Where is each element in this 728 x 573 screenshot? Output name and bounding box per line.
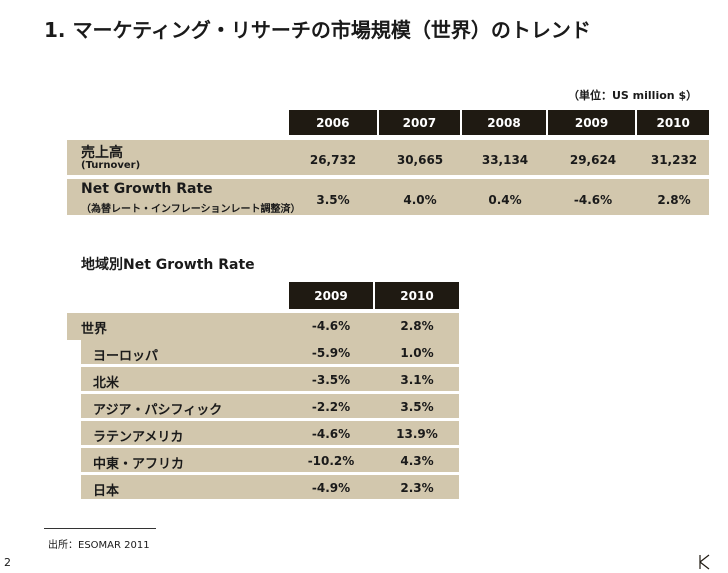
- growth-row: [67, 179, 709, 215]
- region-label-europe: ヨーロッパ: [93, 349, 159, 364]
- turnover-2008: 33,134: [481, 153, 529, 167]
- world-2009: -4.6%: [311, 319, 351, 333]
- region-label-asia-pacific: アジア・パシフィック: [93, 403, 223, 418]
- turnover-2007: 30,665: [396, 153, 444, 167]
- region-row-middle-east-africa: [81, 448, 459, 472]
- page-number: 2: [4, 556, 11, 569]
- growth-2010: 2.8%: [657, 193, 691, 207]
- region-label-world: 世界: [81, 322, 108, 337]
- growth-sub-label: （為替レート・インフレーションレート調整済）: [81, 204, 301, 215]
- region-row-north-america: [81, 367, 459, 391]
- year-header-2010: 2010: [637, 110, 710, 135]
- year-header-2007: 2007: [378, 110, 461, 135]
- growth-2006: 3.5%: [316, 193, 350, 207]
- region-label-middle-east-africa: 中東・アフリカ: [93, 457, 185, 472]
- turnover-2010: 31,232: [650, 153, 698, 167]
- asia-pacific-2010: 3.5%: [400, 400, 434, 414]
- region-row-latin-america: [81, 421, 459, 445]
- region-label-latin-america: ラテンアメリカ: [93, 430, 184, 445]
- middle-east-africa-2009: -10.2%: [307, 454, 355, 468]
- japan-2009: -4.9%: [311, 481, 351, 495]
- region-label-japan: 日本: [93, 484, 120, 499]
- regional-header-2009: 2009: [289, 282, 373, 309]
- slide-title: 1. マーケティング・リサーチの市場規模（世界）のトレンド: [44, 18, 591, 42]
- source-divider: [44, 528, 156, 529]
- year-header-2009: 2009: [547, 110, 636, 135]
- region-row-asia-pacific: [81, 394, 459, 418]
- growth-label: Net Growth Rate: [81, 181, 213, 197]
- latin-america-2009: -4.6%: [311, 427, 351, 441]
- turnover-row: [67, 140, 709, 175]
- region-label-north-america: 北米: [93, 376, 120, 391]
- turnover-label: 売上高: [81, 145, 123, 161]
- north-america-2010: 3.1%: [400, 373, 434, 387]
- region-row-japan: [81, 475, 459, 499]
- source-note: 出所：ESOMAR 2011: [48, 540, 150, 551]
- turnover-2009: 29,624: [569, 153, 617, 167]
- world-row: [67, 313, 459, 340]
- k-logo-icon: [699, 554, 710, 570]
- year-header-2006: 2006: [289, 110, 377, 135]
- growth-2007: 4.0%: [403, 193, 437, 207]
- asia-pacific-2009: -2.2%: [311, 400, 351, 414]
- middle-east-africa-2010: 4.3%: [400, 454, 434, 468]
- regional-header-2010: 2010: [375, 282, 459, 309]
- japan-2010: 2.3%: [400, 481, 434, 495]
- growth-2009: -4.6%: [573, 193, 613, 207]
- latin-america-2010: 13.9%: [396, 427, 438, 441]
- turnover-sub-label: (Turnover): [81, 160, 141, 171]
- europe-2009: -5.9%: [311, 346, 351, 360]
- growth-2008: 0.4%: [488, 193, 522, 207]
- main-table-header: 2006 2007 2008 2009 2010: [289, 110, 710, 135]
- year-header-2008: 2008: [462, 110, 546, 135]
- regional-title: 地域別Net Growth Rate: [81, 257, 255, 273]
- europe-2010: 1.0%: [400, 346, 434, 360]
- turnover-2006: 26,732: [309, 153, 357, 167]
- world-2010: 2.8%: [400, 319, 434, 333]
- north-america-2009: -3.5%: [311, 373, 351, 387]
- region-row-europe: [81, 340, 459, 364]
- unit-note: （単位：US million $）: [568, 89, 698, 102]
